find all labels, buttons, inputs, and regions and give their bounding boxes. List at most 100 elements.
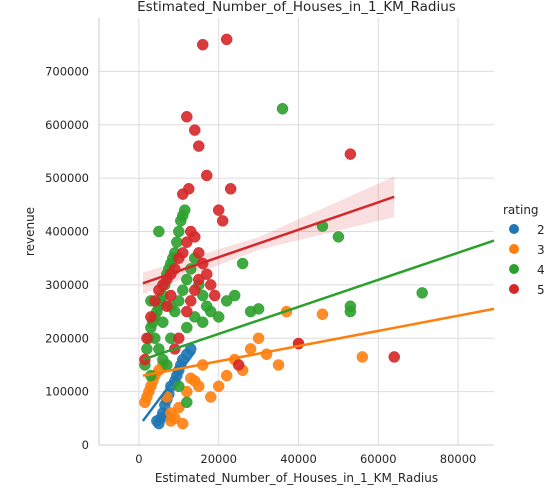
- data-point-rating-5: [212, 204, 225, 216]
- x-tick-label: 60000: [360, 452, 397, 466]
- y-tick-labels: 0 100000 200000 300000 400000 500000 600000 700…: [45, 64, 89, 452]
- data-point-rating-5: [141, 332, 153, 344]
- chart-title: Estimated_Number_of_Houses_in_1_KM_Radiu…: [137, 0, 456, 15]
- legend-label-5: 5: [537, 283, 545, 297]
- legend-marker-4: [509, 264, 519, 274]
- data-point-rating-4: [181, 273, 193, 286]
- fit-line-rating-3: [142, 307, 495, 377]
- data-point-rating-5: [220, 33, 233, 46]
- data-point-rating-3: [220, 369, 233, 382]
- data-point-rating-4: [179, 204, 191, 216]
- data-point-rating-3: [204, 391, 217, 403]
- data-point-rating-4: [141, 343, 153, 355]
- data-point-rating-4: [252, 303, 265, 315]
- data-point-rating-3: [244, 343, 257, 355]
- y-tick-label: 600000: [45, 118, 89, 132]
- legend-marker-5: [509, 284, 519, 294]
- y-axis-title: revenue: [23, 207, 37, 256]
- data-point-rating-4: [196, 316, 209, 328]
- data-point-rating-4: [236, 257, 249, 270]
- data-point-rating-5: [181, 110, 193, 123]
- data-point-rating-3: [212, 380, 225, 393]
- data-point-rating-3: [177, 417, 189, 430]
- data-point-rating-5: [161, 300, 173, 312]
- data-point-rating-4: [161, 359, 173, 371]
- legend-label-2: 2: [537, 223, 545, 237]
- data-point-rating-5: [185, 295, 197, 307]
- data-point-rating-4: [196, 289, 209, 302]
- data-point-rating-5: [189, 231, 201, 243]
- data-point-rating-4: [276, 102, 289, 115]
- data-point-rating-5: [173, 332, 185, 344]
- axes: [98, 18, 494, 446]
- y-tick-label: 700000: [45, 64, 89, 78]
- data-point-rating-5: [149, 295, 161, 307]
- data-point-rating-5: [208, 289, 221, 302]
- data-point-rating-4: [204, 305, 217, 318]
- legend-label-4: 4: [537, 263, 545, 277]
- data-point-rating-4: [189, 311, 201, 323]
- data-point-rating-5: [192, 140, 205, 152]
- data-point-rating-4: [212, 311, 225, 323]
- data-point-rating-3: [356, 351, 369, 363]
- data-point-rating-3: [252, 332, 265, 344]
- data-point-rating-4: [181, 396, 193, 409]
- data-point-rating-3: [173, 401, 185, 414]
- data-point-rating-5: [200, 268, 213, 280]
- y-tick-label: 0: [82, 438, 89, 452]
- data-point-rating-4: [220, 295, 233, 307]
- data-point-rating-4: [332, 231, 345, 243]
- x-tick-label: 40000: [280, 452, 317, 466]
- data-point-rating-4: [344, 300, 357, 312]
- data-point-rating-5: [196, 38, 209, 51]
- data-point-rating-5: [189, 284, 201, 296]
- data-point-rating-5: [177, 188, 189, 200]
- data-point-rating-5: [181, 236, 193, 248]
- data-point-rating-5: [177, 247, 189, 259]
- data-point-rating-5: [216, 215, 229, 227]
- data-point-rating-5: [192, 247, 205, 259]
- data-point-rating-5: [192, 273, 205, 286]
- data-point-rating-5: [232, 359, 245, 371]
- data-point-rating-2: [153, 417, 165, 430]
- legend: rating 2 3 4 5: [503, 203, 545, 297]
- legend-title: rating: [503, 203, 539, 217]
- fit-line-rating-4: [142, 239, 495, 361]
- data-point-rating-3: [165, 415, 177, 427]
- data-point-rating-5: [344, 148, 357, 160]
- x-tick-labels: 0 20000 40000 60000 80000: [135, 452, 476, 466]
- data-point-rating-3: [192, 380, 205, 393]
- fit-line-rating-2: [141, 350, 196, 422]
- data-point-rating-3: [185, 372, 197, 385]
- y-tick-label: 500000: [45, 171, 89, 185]
- legend-label-3: 3: [537, 243, 545, 257]
- x-axis-title: Estimated_Number_of_Houses_in_1_KM_Radiu…: [155, 471, 438, 485]
- data-point-rating-5: [189, 124, 201, 136]
- data-point-rating-4: [177, 284, 189, 296]
- data-point-rating-4: [181, 321, 193, 334]
- data-point-rating-5: [224, 183, 237, 195]
- data-point-rating-4: [173, 225, 185, 238]
- data-point-rating-5: [204, 279, 217, 291]
- data-point-rating-4: [228, 289, 241, 302]
- y-tick-label: 200000: [45, 331, 89, 345]
- data-point-rating-4: [173, 380, 185, 393]
- legend-marker-2: [509, 224, 519, 234]
- data-point-rating-4: [173, 295, 185, 307]
- x-tick-label: 80000: [440, 452, 477, 466]
- data-point-rating-3: [316, 308, 329, 320]
- data-point-rating-5: [145, 311, 157, 323]
- data-point-rating-5: [181, 305, 193, 318]
- y-tick-label: 100000: [45, 385, 89, 399]
- regression-lines: [141, 195, 495, 422]
- data-point-rating-4: [157, 316, 169, 328]
- data-point-rating-5: [388, 351, 401, 363]
- data-point-rating-4: [416, 287, 428, 299]
- data-point-rating-3: [272, 359, 285, 371]
- fit-line-rating-5: [142, 195, 395, 285]
- y-tick-label: 300000: [45, 278, 89, 292]
- x-tick-label: 20000: [200, 452, 237, 466]
- data-point-rating-4: [171, 236, 183, 248]
